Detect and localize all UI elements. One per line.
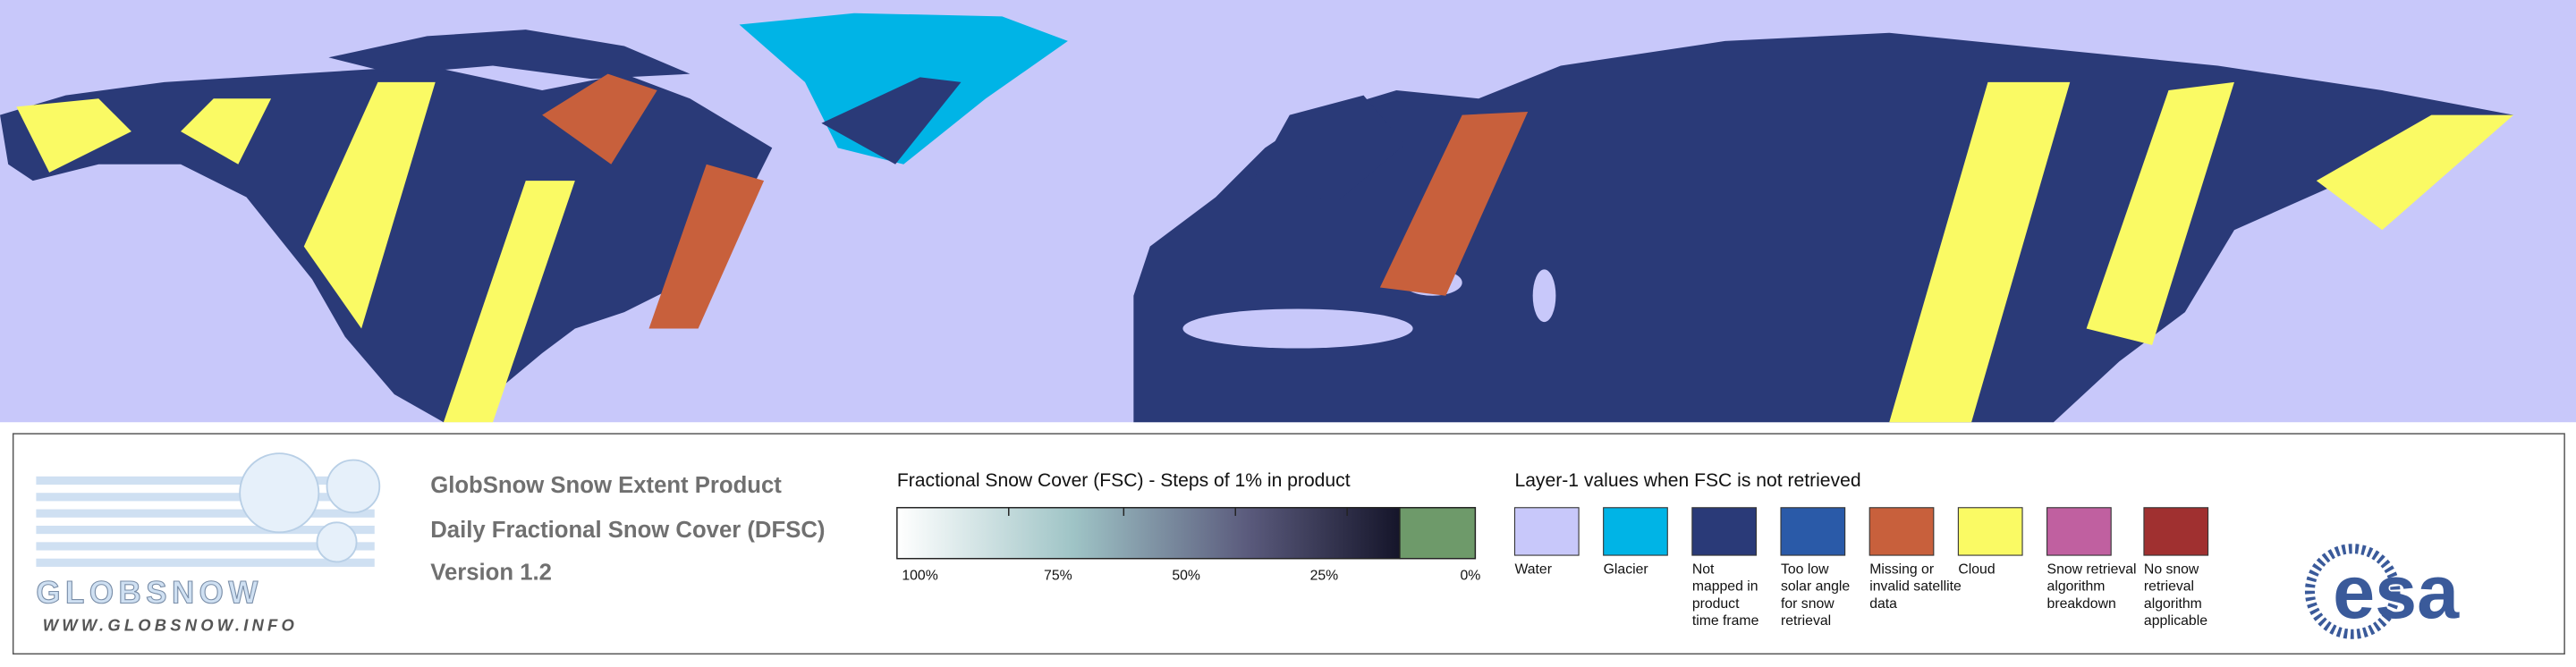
layer-label: Cloud xyxy=(1958,561,1995,577)
layer-label: Missing or invalid satellite data xyxy=(1869,561,1962,612)
layer-title: Layer-1 values when FSC is not retrieved xyxy=(1514,470,1860,491)
map xyxy=(0,0,2576,423)
missing-swath xyxy=(648,164,765,329)
layer-label-line: for snow xyxy=(1781,596,1835,612)
logo-stripe xyxy=(36,493,375,502)
layer-label-line: breakdown xyxy=(2047,596,2116,612)
layer-label: Too low solar angle for snow retrieval xyxy=(1781,561,1850,629)
layer-label: Water xyxy=(1514,561,1552,577)
esa-logo: esa xyxy=(2304,544,2460,639)
cloud-swath xyxy=(16,98,131,173)
snowflake xyxy=(316,521,358,563)
layer-swatch xyxy=(1603,507,1668,556)
layer-label: Glacier xyxy=(1604,561,1648,577)
esa-ring xyxy=(2304,544,2401,639)
layer-items: Water Glacier Not mapped in product time fram… xyxy=(1513,507,2209,629)
layer-swatch xyxy=(2143,507,2209,556)
layer-swatch xyxy=(2046,507,2112,556)
snowflake xyxy=(326,459,381,514)
layer-swatch xyxy=(1957,507,2023,556)
fsc-ticks: 100% 75% 50% 25% 0% xyxy=(902,507,1480,584)
product-subtitle: Daily Fractional Snow Cover (DFSC) xyxy=(430,518,825,543)
layer-label: Snow retrieval algorithm breakdown xyxy=(2047,561,2137,612)
cloud-swath xyxy=(2086,81,2234,345)
layer-label-line: Too low xyxy=(1781,561,1829,577)
cloud-swath xyxy=(181,98,272,165)
missing-swath xyxy=(1379,111,1529,296)
layer-swatch xyxy=(1780,507,1846,556)
logo-stripe xyxy=(36,476,375,485)
globsnow-logo: GLOBSNOW WWW.GLOBSNOW.INFO xyxy=(36,452,381,635)
fsc-gradient xyxy=(896,507,1401,560)
snowflake xyxy=(239,452,320,534)
layer-label-line: time frame xyxy=(1692,613,1759,629)
layer-label-line: applicable xyxy=(2144,613,2207,629)
fsc-label: 50% xyxy=(1172,569,1200,584)
layer-label-line: Snow retrieval xyxy=(2047,561,2137,577)
layer-label-line: product xyxy=(1692,596,1740,612)
layer-label-line: invalid satellite xyxy=(1869,579,1962,595)
scandinavia xyxy=(1248,95,1405,201)
logo-name: GLOBSNOW xyxy=(36,575,262,610)
layer-label: Not mapped in product time frame xyxy=(1692,561,1759,629)
layer-label-line: Water xyxy=(1514,561,1552,577)
greenland-unmapped xyxy=(821,77,962,165)
cloud-swath xyxy=(443,181,575,423)
caspian xyxy=(1532,269,1556,323)
layer-swatch xyxy=(1691,507,1758,556)
missing-swath xyxy=(542,73,657,165)
mediterranean xyxy=(1182,308,1413,349)
layer-label-line: data xyxy=(1869,596,1897,612)
logo-stripe xyxy=(36,542,375,551)
cloud-swath xyxy=(1889,81,2071,423)
layer-swatch xyxy=(1868,507,1935,556)
layer-label-line: Cloud xyxy=(1958,561,1995,577)
layer-label: No snow retrieval algorithm applicable xyxy=(2144,561,2207,629)
layer-label-line: Glacier xyxy=(1604,561,1648,577)
fsc-label: 25% xyxy=(1310,569,1339,584)
esa-name: esa xyxy=(2333,550,2460,634)
layer-swatch xyxy=(1513,507,1580,556)
logo-url: WWW.GLOBSNOW.INFO xyxy=(43,616,298,635)
layer-label-line: Not xyxy=(1692,561,1715,577)
layer-label-line: retrieval xyxy=(1781,613,1831,629)
product-version: Version 1.2 xyxy=(430,561,552,586)
layer-label-line: solar angle xyxy=(1781,579,1850,595)
logo-stripe xyxy=(36,558,375,567)
fsc-label: 75% xyxy=(1044,569,1072,584)
product-title: GlobSnow Snow Extent Product xyxy=(430,473,782,498)
fsc-label: 0% xyxy=(1460,569,1480,584)
cloud-swath xyxy=(303,81,436,329)
logo-stripe xyxy=(36,509,375,518)
cloud-swath xyxy=(2316,114,2514,231)
logo-stripe xyxy=(36,525,375,535)
layer-label-line: Missing or xyxy=(1869,561,1934,577)
layer-label-line: mapped in xyxy=(1692,579,1758,595)
layer-label-line: algorithm xyxy=(2047,579,2106,595)
fsc-title: Fractional Snow Cover (FSC) - Steps of 1… xyxy=(897,470,1351,491)
layer-label-line: No snow xyxy=(2144,561,2199,577)
layer-label-line: algorithm xyxy=(2144,596,2202,612)
layer-label-line: retrieval xyxy=(2144,579,2194,595)
fsc-label: 100% xyxy=(902,569,937,584)
fsc-zero xyxy=(1399,507,1477,560)
